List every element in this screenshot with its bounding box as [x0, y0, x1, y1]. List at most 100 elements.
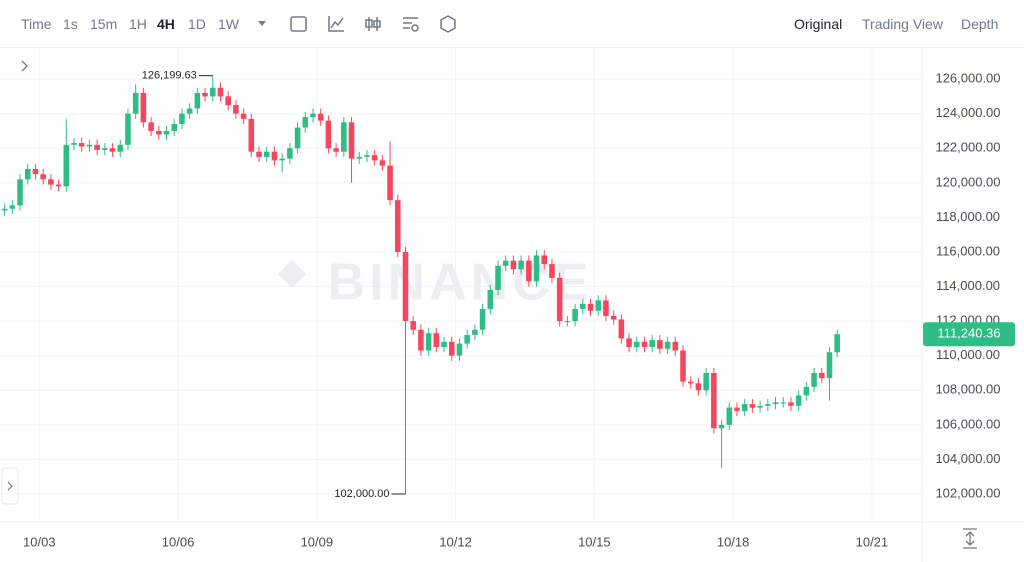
view-button[interactable]: Trading View: [862, 16, 943, 32]
y-tick-label: 104,000.00: [935, 451, 1000, 466]
candle-body: [626, 338, 632, 348]
y-tick-label: 120,000.00: [935, 174, 1000, 189]
candle-body: [240, 113, 247, 119]
candle-body: [788, 402, 794, 406]
y-tick-label: 124,000.00: [935, 105, 1000, 120]
candle-body: [687, 381, 694, 384]
candle-body: [472, 329, 478, 335]
y-tick-label: 102,000.00: [935, 485, 1000, 500]
candle-body: [541, 255, 548, 265]
candle-body: [279, 158, 285, 161]
candle-body: [132, 92, 139, 114]
last-price-tag: [923, 322, 1015, 347]
candle-body: [595, 300, 601, 311]
expand-icon[interactable]: [21, 60, 28, 72]
x-tick-label: 10/15: [578, 534, 611, 549]
dropdown-icon[interactable]: [258, 21, 266, 26]
candle-body: [633, 341, 640, 348]
watermark: BINANCE: [328, 254, 593, 312]
candle-body: [209, 87, 216, 97]
candle-body: [834, 334, 840, 353]
interval-button[interactable]: 1s: [63, 16, 78, 32]
candle-body: [556, 277, 563, 322]
candle-body: [418, 329, 424, 351]
candle-body: [32, 169, 39, 175]
candle-body: [186, 108, 193, 114]
candle-body: [680, 350, 686, 382]
interval-button[interactable]: 1D: [188, 16, 206, 32]
candle-body: [9, 205, 16, 209]
candle-body: [549, 264, 555, 278]
x-tick-label: 10/03: [23, 534, 56, 549]
candle-body: [163, 130, 170, 135]
candle-body: [495, 265, 501, 291]
candle-body: [502, 260, 509, 266]
candle-body: [765, 404, 771, 406]
interval-button[interactable]: 1W: [218, 16, 239, 32]
interval-button[interactable]: 4H: [157, 16, 175, 32]
y-tick-label: 110,000.00: [936, 347, 1000, 362]
annotation-label: 102,000.00: [334, 488, 389, 500]
candle-body: [456, 343, 463, 356]
candle-body: [518, 260, 524, 270]
candle-body: [325, 120, 332, 149]
candle-body: [117, 144, 124, 152]
candle-body: [757, 405, 763, 408]
candle-body: [310, 113, 316, 118]
settings-icon[interactable]: [403, 17, 418, 29]
view-button[interactable]: Original: [794, 16, 843, 32]
candle-body: [711, 372, 717, 429]
candle-body: [564, 321, 571, 323]
candle-body: [703, 372, 709, 391]
candle-body: [433, 333, 440, 348]
candle-body: [780, 402, 787, 404]
candle-body: [587, 303, 594, 311]
interval-button[interactable]: 1H: [129, 16, 147, 32]
candle-body: [78, 143, 85, 147]
interval-label: Time: [21, 16, 52, 32]
candle-body: [379, 160, 386, 166]
last-price-label: 111,240.36: [937, 326, 1000, 341]
candle-body: [826, 352, 833, 379]
candle-body: [510, 260, 517, 270]
candle-body: [795, 395, 802, 406]
candle-body: [348, 122, 355, 159]
candle-body: [287, 148, 293, 159]
view-button[interactable]: Depth: [961, 16, 999, 32]
side-panel-toggle[interactable]: [1, 467, 19, 505]
candle-body: [395, 200, 401, 252]
scale-icon[interactable]: [963, 528, 977, 549]
candle-body: [271, 151, 278, 161]
calendar-icon[interactable]: [290, 16, 307, 32]
watermark-logo: [278, 260, 306, 288]
depth-icon[interactable]: [440, 15, 456, 33]
candle-body: [294, 127, 301, 149]
annotation-label: 126,199.63: [142, 70, 197, 82]
y-tick-label: 108,000.00: [935, 382, 1000, 397]
candle-body: [364, 155, 370, 157]
candle-body: [263, 151, 270, 157]
candle-body: [356, 156, 363, 159]
candle-body: [317, 113, 324, 121]
x-tick-label: 10/12: [439, 534, 472, 549]
candle-body: [217, 87, 224, 97]
candle-body: [148, 122, 154, 131]
candle-body: [40, 174, 46, 180]
candle-body: [734, 407, 740, 412]
candles: [1, 75, 840, 494]
indicator-icon[interactable]: [328, 16, 344, 32]
x-tick-label: 10/09: [301, 534, 334, 549]
y-tick-label: 106,000.00: [935, 416, 1000, 431]
candle-body: [464, 334, 470, 344]
y-tick-label: 122,000.00: [935, 140, 1000, 155]
toolbar: Time 1s 15m 1H 4H 1D 1W Original Trading…: [0, 0, 1024, 48]
candle-icon[interactable]: [368, 17, 378, 31]
candle-body: [618, 319, 625, 339]
interval-button[interactable]: 15m: [90, 16, 118, 32]
candle-icon-body: [365, 19, 373, 28]
candle-body: [718, 424, 725, 429]
candle-body: [425, 333, 432, 351]
candle-body: [664, 341, 671, 349]
candle-body: [48, 179, 54, 185]
